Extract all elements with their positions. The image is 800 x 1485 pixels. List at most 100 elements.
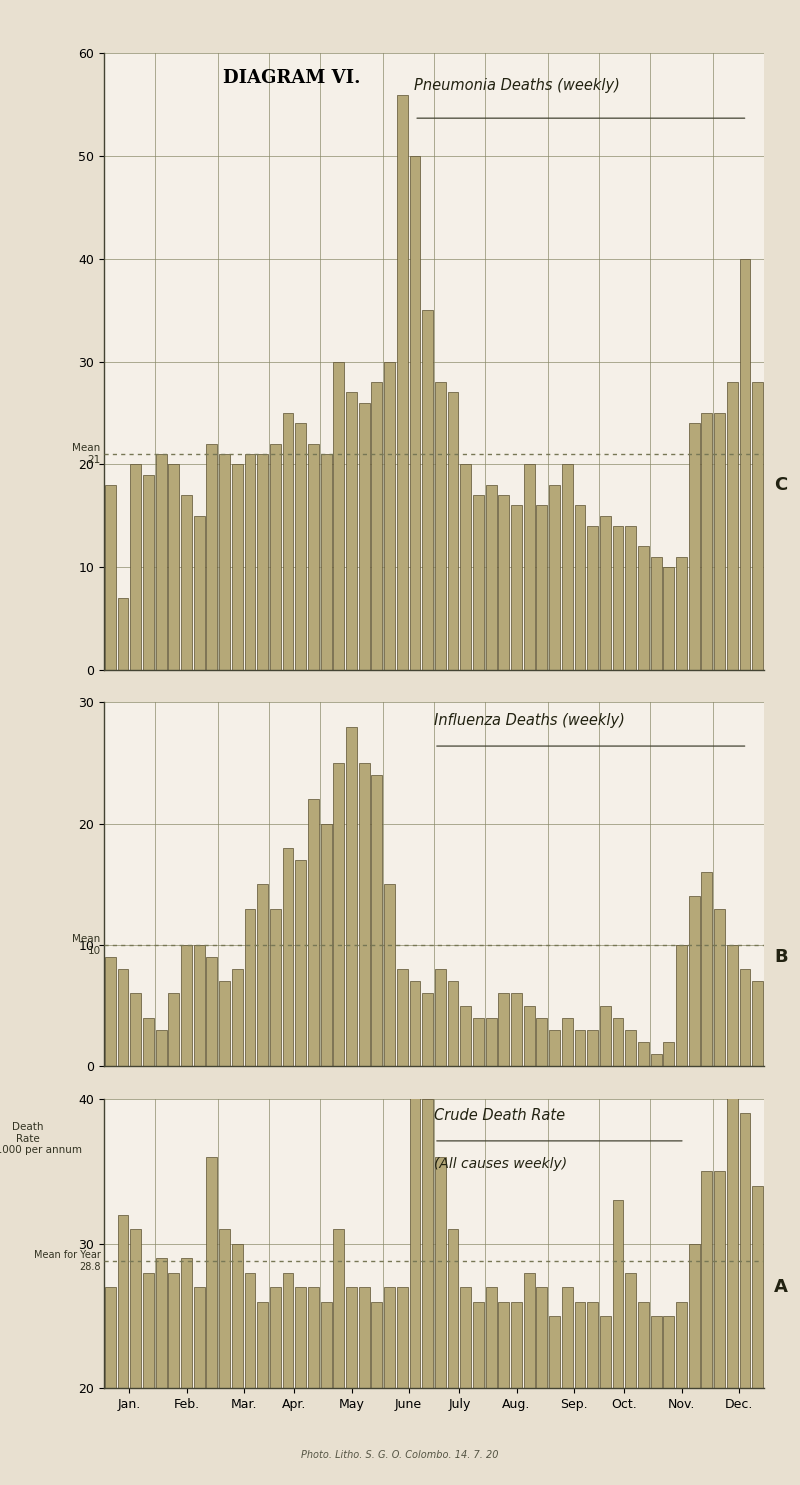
Bar bbox=[334, 361, 344, 670]
Bar bbox=[397, 970, 408, 1066]
Bar bbox=[245, 909, 255, 1066]
Bar bbox=[410, 1084, 420, 1485]
Bar bbox=[702, 413, 712, 670]
Bar bbox=[397, 95, 408, 670]
Bar bbox=[676, 944, 687, 1066]
Bar bbox=[410, 156, 420, 670]
Bar bbox=[258, 884, 268, 1066]
Bar bbox=[156, 1031, 166, 1066]
Bar bbox=[752, 982, 763, 1066]
Bar bbox=[422, 1099, 433, 1485]
Bar bbox=[448, 1230, 458, 1485]
Bar bbox=[587, 1031, 598, 1066]
Bar bbox=[358, 402, 370, 670]
Bar bbox=[181, 1258, 192, 1485]
Bar bbox=[410, 982, 420, 1066]
Bar bbox=[537, 505, 547, 670]
Bar bbox=[232, 1243, 242, 1485]
Bar bbox=[371, 382, 382, 670]
Bar bbox=[587, 526, 598, 670]
Bar bbox=[156, 1258, 166, 1485]
Bar bbox=[346, 1287, 357, 1485]
Bar bbox=[511, 505, 522, 670]
Bar bbox=[156, 454, 166, 670]
Bar bbox=[295, 1287, 306, 1485]
Bar bbox=[346, 726, 357, 1066]
Bar bbox=[143, 1017, 154, 1066]
Bar bbox=[702, 872, 712, 1066]
Bar bbox=[435, 970, 446, 1066]
Bar bbox=[105, 1287, 116, 1485]
Bar bbox=[130, 1230, 141, 1485]
Bar bbox=[270, 1287, 281, 1485]
Bar bbox=[169, 993, 179, 1066]
Bar bbox=[562, 1287, 573, 1485]
Bar bbox=[689, 1243, 699, 1485]
Bar bbox=[486, 1287, 497, 1485]
Bar bbox=[549, 1316, 560, 1485]
Bar bbox=[219, 1230, 230, 1485]
Bar bbox=[130, 993, 141, 1066]
Bar bbox=[498, 1301, 510, 1485]
Text: C: C bbox=[774, 475, 787, 495]
Bar bbox=[663, 1042, 674, 1066]
Bar bbox=[384, 361, 395, 670]
Bar bbox=[600, 1316, 610, 1485]
Bar bbox=[613, 526, 623, 670]
Bar bbox=[460, 1287, 471, 1485]
Bar bbox=[181, 944, 192, 1066]
Bar bbox=[358, 1287, 370, 1485]
Bar bbox=[600, 1005, 610, 1066]
Bar bbox=[435, 1157, 446, 1485]
Text: Mean
21: Mean 21 bbox=[73, 443, 101, 465]
Text: Mean for Year
28.8: Mean for Year 28.8 bbox=[34, 1250, 101, 1271]
Bar bbox=[676, 1301, 687, 1485]
Bar bbox=[194, 944, 205, 1066]
Bar bbox=[118, 598, 129, 670]
Bar bbox=[232, 465, 242, 670]
Text: B: B bbox=[774, 947, 787, 967]
Bar bbox=[384, 884, 395, 1066]
Bar bbox=[334, 763, 344, 1066]
Bar bbox=[689, 423, 699, 670]
Bar bbox=[219, 982, 230, 1066]
Bar bbox=[689, 897, 699, 1066]
Text: DIAGRAM VI.: DIAGRAM VI. bbox=[222, 68, 360, 86]
Bar bbox=[714, 1172, 725, 1485]
Bar bbox=[739, 970, 750, 1066]
Bar bbox=[473, 1017, 484, 1066]
Bar bbox=[219, 454, 230, 670]
Bar bbox=[371, 775, 382, 1066]
Bar bbox=[638, 546, 649, 670]
Text: (All causes weekly): (All causes weekly) bbox=[434, 1157, 567, 1170]
Bar bbox=[118, 1215, 129, 1485]
Bar bbox=[295, 860, 306, 1066]
Bar bbox=[245, 1273, 255, 1485]
Bar bbox=[258, 1301, 268, 1485]
Bar bbox=[752, 382, 763, 670]
Bar bbox=[727, 382, 738, 670]
Bar bbox=[232, 970, 242, 1066]
Bar bbox=[702, 1172, 712, 1485]
Bar bbox=[460, 1005, 471, 1066]
Bar bbox=[358, 763, 370, 1066]
Bar bbox=[130, 465, 141, 670]
Bar bbox=[143, 1273, 154, 1485]
Bar bbox=[600, 515, 610, 670]
Bar bbox=[524, 465, 534, 670]
Bar bbox=[663, 1316, 674, 1485]
Bar bbox=[371, 1301, 382, 1485]
Bar bbox=[282, 413, 294, 670]
Bar bbox=[752, 1185, 763, 1485]
Bar bbox=[448, 392, 458, 670]
Bar bbox=[118, 970, 129, 1066]
Bar bbox=[663, 567, 674, 670]
Bar bbox=[537, 1287, 547, 1485]
Bar bbox=[626, 526, 636, 670]
Bar bbox=[206, 956, 218, 1066]
Bar bbox=[562, 1017, 573, 1066]
Bar bbox=[258, 454, 268, 670]
Bar bbox=[727, 1041, 738, 1485]
Bar bbox=[346, 392, 357, 670]
Bar bbox=[739, 258, 750, 670]
